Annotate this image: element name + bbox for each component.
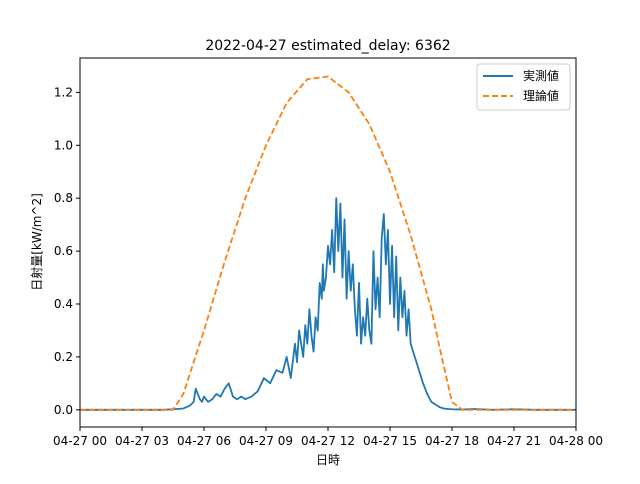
- x-axis: 04-27 00 04-27 03 04-27 06 04-27 09 04-27 12…: [53, 427, 603, 448]
- x-tick-label: 04-28 00: [549, 434, 603, 448]
- series-line-0: [80, 197, 576, 411]
- chart-title: 2022-04-27 estimated_delay: 6362: [205, 38, 450, 54]
- legend: 実測値 理論値: [476, 63, 571, 111]
- legend-label-theoretical: 理論値: [523, 88, 559, 103]
- y-tick-label: 0.2: [54, 350, 73, 364]
- x-tick-label: 04-27 00: [53, 434, 107, 448]
- x-tick-label: 04-27 06: [177, 434, 231, 448]
- y-tick-label: 0.6: [54, 244, 73, 258]
- y-axis-label: 日射量[kW/m^2]: [29, 193, 44, 291]
- x-tick-label: 04-27 18: [425, 434, 479, 448]
- x-tick-label: 04-27 03: [115, 434, 169, 448]
- x-tick-label: 04-27 09: [239, 434, 293, 448]
- x-tick-label: 04-27 12: [301, 434, 355, 448]
- y-tick-label: 0.8: [54, 191, 73, 205]
- series-line-1: [80, 75, 576, 411]
- y-tick-label: 0.0: [54, 403, 73, 417]
- legend-label-measured: 実測値: [523, 68, 559, 83]
- y-tick-label: 1.0: [54, 138, 73, 152]
- x-tick-label: 04-27 21: [487, 434, 541, 448]
- x-tick-label: 04-27 15: [363, 434, 417, 448]
- series-layer: [80, 75, 576, 411]
- y-tick-label: 0.4: [54, 297, 73, 311]
- y-tick-label: 1.2: [54, 85, 73, 99]
- y-axis: 0.0 0.2 0.4 0.6 0.8 1.0 1.2: [54, 85, 80, 417]
- x-axis-label: 日時: [316, 453, 340, 467]
